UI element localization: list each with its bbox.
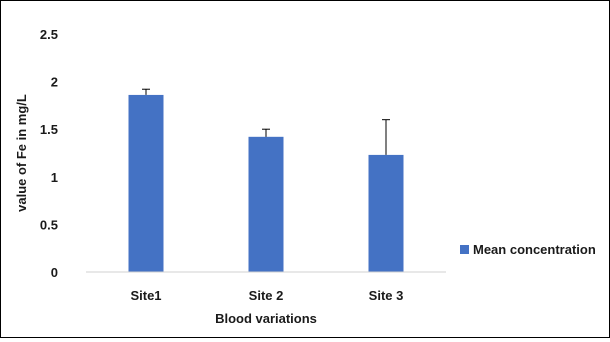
x-axis-ticks: Site1 Site 2 Site 3 [130,288,403,303]
x-tick-label: Site 3 [369,288,404,303]
legend: Mean concentration [460,242,596,257]
error-bar [262,128,270,137]
legend-label: Mean concentration [473,242,596,257]
error-bar [142,88,150,95]
y-tick-label: 2 [51,75,58,90]
x-tick-label: Site 2 [249,288,284,303]
bar [128,94,164,272]
bar-chart: 0 0.5 1 1.5 2 2.5 Site1 Site 2 Site 3 Blood var… [14,27,596,326]
bar [248,136,284,272]
error-bars [142,88,390,155]
y-tick-label: 0 [51,265,58,280]
y-tick-label: 0.5 [40,217,58,232]
y-axis-label: value of Fe in mg/L [14,94,29,212]
y-tick-label: 2.5 [40,27,58,42]
error-bar [382,119,390,155]
bar [368,154,404,272]
x-tick-label: Site1 [130,288,161,303]
bars [128,94,404,272]
y-tick-label: 1 [51,170,58,185]
y-tick-label: 1.5 [40,122,58,137]
y-axis-ticks: 0 0.5 1 1.5 2 2.5 [40,27,58,280]
legend-swatch [460,245,469,254]
x-axis-label: Blood variations [215,311,317,326]
